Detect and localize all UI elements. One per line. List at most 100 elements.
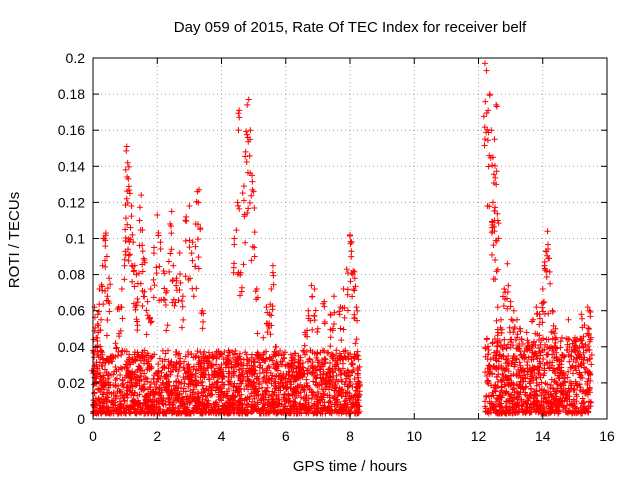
- data-point: [209, 391, 216, 398]
- data-point: [320, 370, 327, 377]
- data-point: [325, 366, 332, 373]
- data-point: [481, 142, 488, 149]
- data-point: [234, 389, 241, 396]
- data-point: [486, 393, 493, 400]
- data-point: [533, 379, 540, 386]
- data-point: [189, 394, 196, 401]
- data-point: [354, 317, 361, 324]
- data-point: [301, 342, 308, 349]
- data-point: [587, 334, 594, 341]
- data-point: [151, 244, 158, 251]
- data-point: [160, 296, 167, 303]
- data-point: [127, 361, 134, 368]
- data-point: [125, 384, 132, 391]
- data-point: [578, 311, 585, 318]
- data-point: [102, 232, 109, 239]
- data-point: [249, 243, 256, 250]
- data-point: [543, 389, 550, 396]
- data-point: [225, 381, 232, 388]
- data-point: [520, 386, 527, 393]
- data-point: [156, 263, 163, 270]
- data-point: [168, 230, 175, 237]
- data-point: [537, 315, 544, 322]
- data-point: [329, 327, 336, 334]
- data-point: [134, 299, 141, 306]
- data-point: [313, 375, 320, 382]
- data-point: [319, 407, 326, 414]
- data-point: [323, 377, 330, 384]
- data-point: [524, 365, 531, 372]
- data-point: [243, 383, 250, 390]
- data-point: [237, 356, 244, 363]
- data-point: [190, 408, 197, 415]
- data-point: [193, 366, 200, 373]
- data-point: [124, 402, 131, 409]
- data-point: [134, 295, 141, 302]
- data-point: [541, 361, 548, 368]
- data-point: [314, 350, 321, 357]
- data-point: [535, 337, 542, 344]
- x-tick-label: 6: [282, 428, 290, 444]
- data-point: [214, 378, 221, 385]
- data-point: [351, 375, 358, 382]
- data-point: [164, 347, 171, 354]
- data-point: [190, 363, 197, 370]
- data-point: [193, 377, 200, 384]
- data-point: [280, 355, 287, 362]
- data-point: [104, 316, 111, 323]
- data-point: [486, 152, 493, 159]
- data-point: [339, 365, 346, 372]
- data-point: [176, 271, 183, 278]
- data-point: [124, 221, 131, 228]
- data-point: [117, 371, 124, 378]
- data-point: [516, 342, 523, 349]
- data-point: [119, 315, 126, 322]
- data-point: [535, 409, 542, 416]
- data-point: [152, 370, 159, 377]
- data-point: [186, 244, 193, 251]
- data-point: [484, 137, 491, 144]
- data-point: [126, 187, 133, 194]
- data-point: [113, 344, 120, 351]
- data-point: [102, 243, 109, 250]
- data-point: [231, 241, 238, 248]
- data-point: [330, 293, 337, 300]
- data-point: [185, 395, 192, 402]
- y-axis-label: ROTI / TECUs: [6, 192, 23, 288]
- data-point: [579, 395, 586, 402]
- data-point: [549, 308, 556, 315]
- data-point: [552, 397, 559, 404]
- data-point: [242, 410, 249, 417]
- data-point: [349, 383, 356, 390]
- data-point: [514, 400, 521, 407]
- data-point: [112, 377, 119, 384]
- data-point: [248, 366, 255, 373]
- data-point: [503, 389, 510, 396]
- data-point: [523, 408, 530, 415]
- data-point: [337, 325, 344, 332]
- data-point: [237, 396, 244, 403]
- data-point: [231, 235, 238, 242]
- data-point: [542, 410, 549, 417]
- data-point: [191, 377, 198, 384]
- data-point: [231, 394, 238, 401]
- data-point: [150, 276, 157, 283]
- data-point: [577, 372, 584, 379]
- data-point: [584, 304, 591, 311]
- data-point: [260, 396, 267, 403]
- data-point: [550, 385, 557, 392]
- data-point: [528, 343, 535, 350]
- x-tick-label: 14: [535, 428, 551, 444]
- data-point: [103, 253, 110, 260]
- data-point: [136, 217, 143, 224]
- data-point: [195, 199, 202, 206]
- data-point: [318, 378, 325, 385]
- y-tick-label: 0.04: [58, 339, 85, 355]
- data-point: [200, 318, 207, 325]
- data-point: [172, 348, 179, 355]
- data-point: [485, 377, 492, 384]
- data-point: [263, 304, 270, 311]
- data-point: [544, 228, 551, 235]
- data-point: [192, 243, 199, 250]
- data-point: [177, 355, 184, 362]
